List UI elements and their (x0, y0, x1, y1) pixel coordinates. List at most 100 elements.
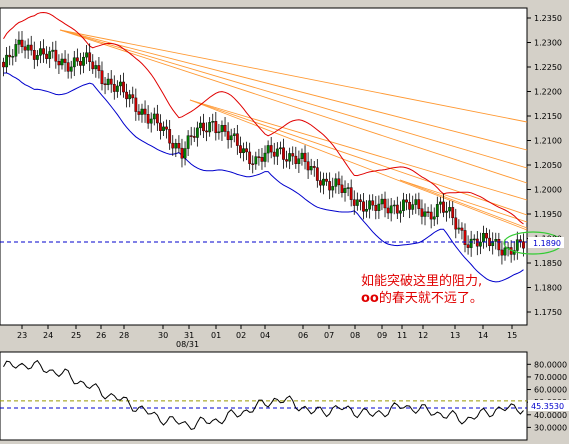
candle-body (322, 178, 325, 186)
candle-body (54, 49, 58, 62)
date-tick-label: 14 (478, 331, 488, 340)
candle-body (208, 122, 212, 133)
fan-line (59, 29, 528, 151)
candle-body (60, 58, 64, 66)
candle-body (205, 130, 208, 133)
date-tick-label: 07 (324, 331, 334, 340)
candle-body (17, 39, 21, 45)
candle-body (442, 201, 445, 213)
fan-line (399, 179, 528, 229)
candle-body (88, 52, 92, 63)
oscillator-current-box (528, 400, 569, 411)
date-tick-label: 02 (236, 331, 246, 340)
candle-body (435, 204, 439, 218)
candle-body (162, 126, 165, 131)
candle-body (346, 187, 350, 189)
date-tick-label: 26 (96, 331, 106, 340)
candle-body (448, 207, 452, 212)
price-panel[interactable] (0, 7, 528, 326)
upper-band (3, 11, 524, 225)
date-tick-label: 30 (158, 331, 168, 340)
candle-body (11, 56, 15, 58)
candle-body (251, 163, 255, 165)
candle-body (300, 152, 304, 159)
candle-body (392, 204, 396, 207)
candle-body (254, 156, 258, 165)
osc-tick-label: 80.0000 (534, 360, 567, 369)
candle-body (285, 159, 288, 162)
price-tick-label: 1.2250 (534, 63, 562, 72)
candle-body (438, 201, 442, 205)
candle-body (297, 158, 301, 164)
candle-body (475, 238, 479, 247)
current-price-box (528, 237, 564, 248)
candle-body (217, 131, 221, 134)
oscillator-axis: 80.000070.000060.000050.000040.000030.00… (527, 360, 567, 432)
candle-body (451, 207, 455, 219)
candle-body (269, 145, 273, 153)
candle-body (146, 114, 150, 124)
candle-body (380, 198, 384, 205)
candle-body (417, 199, 421, 209)
osc-tick-label: 30.0000 (534, 423, 567, 432)
candle-body (432, 216, 436, 220)
candle-body (97, 65, 101, 71)
annotation-line-1: 如能突破这里的阻力, (361, 273, 482, 289)
candle-body (248, 151, 252, 164)
lower-band (3, 72, 524, 283)
candle-body (26, 44, 30, 51)
candle-body (242, 148, 245, 154)
candle-body (35, 55, 39, 60)
annotation-rest: 的春天就不远了。 (379, 290, 483, 306)
candle-body (69, 66, 73, 72)
date-tick-label: 23 (17, 331, 27, 340)
candle-body (45, 53, 49, 59)
candle-body (500, 249, 504, 256)
annotation-line-2: oo的春天就不远了。 (361, 290, 483, 306)
candle-body (48, 51, 52, 59)
candle-body (312, 166, 316, 168)
candle-body (294, 155, 298, 164)
price-tick-label: 1.2150 (534, 112, 562, 121)
candle-body (2, 61, 5, 68)
candle-body (279, 147, 282, 150)
date-tick-label: 08 (350, 331, 360, 340)
fan-line (189, 99, 528, 201)
candle-body (377, 203, 381, 211)
date-tick-label: 28 (119, 331, 129, 340)
candle-body (100, 70, 104, 85)
candle-body (106, 78, 110, 86)
oscillator-panel[interactable] (0, 351, 528, 441)
candle-body (195, 127, 199, 138)
candle-body (199, 122, 202, 129)
candle-body (122, 81, 125, 93)
candle-body (315, 167, 319, 181)
candle-body (177, 143, 181, 149)
candle-body (349, 187, 353, 200)
candle-body (23, 46, 27, 51)
candle-body (143, 108, 147, 115)
candle-body (420, 208, 424, 217)
candle-body (128, 94, 132, 100)
candle-body (288, 153, 292, 162)
price-axis: 1.2350 1.2300 1.2250 1.2200 1.2150 1.2100 1.20… (527, 14, 562, 317)
candle-body (319, 180, 322, 186)
candle-body (522, 241, 525, 249)
candle-body (189, 135, 193, 137)
candle-body (429, 211, 433, 220)
price-tick-label: 1.1950 (534, 210, 562, 219)
fan-lines (59, 29, 528, 231)
price-tick-label: 1.2300 (534, 39, 562, 48)
candle-body (331, 186, 335, 191)
candle-body (103, 83, 107, 86)
candle-body (94, 65, 98, 70)
oscillator-series (0, 359, 527, 430)
candle-body (389, 205, 393, 214)
candle-body (454, 217, 458, 230)
fan-line (59, 29, 528, 169)
candle-body (411, 204, 415, 210)
candle-body (445, 210, 448, 213)
candle-body (29, 44, 33, 51)
candle-body (368, 200, 372, 210)
candle-body (159, 122, 162, 131)
